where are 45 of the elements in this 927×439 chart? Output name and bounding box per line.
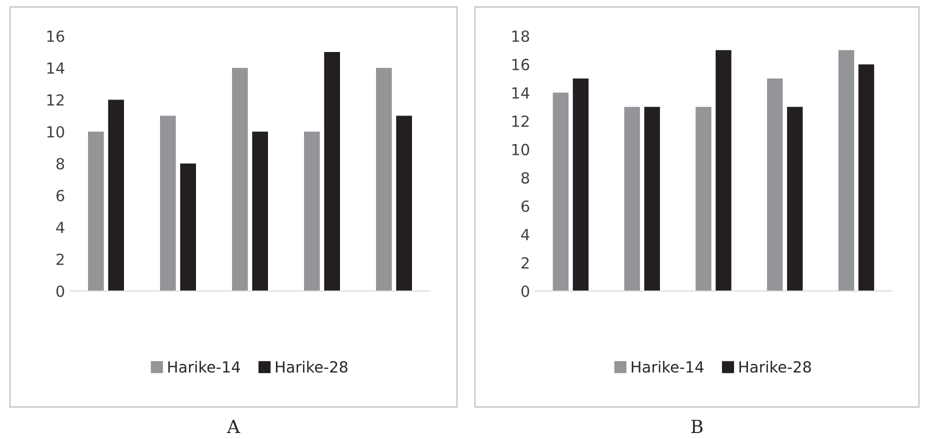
y-tick-label: 8 xyxy=(521,172,530,184)
x-axis-title: B xyxy=(691,420,703,433)
legend-label: Harike-28 xyxy=(739,360,811,373)
x-axis-title: A xyxy=(226,420,240,433)
legend-label: Harike-28 xyxy=(276,360,348,373)
bar xyxy=(324,52,340,291)
y-tick-label: 12 xyxy=(512,115,529,127)
y-tick-label: 2 xyxy=(522,257,529,268)
y-tick-label: 4 xyxy=(521,229,530,240)
bar xyxy=(787,106,803,291)
y-tick-label: 14 xyxy=(512,87,530,98)
bar xyxy=(160,116,176,291)
y-tick-label: 0 xyxy=(56,285,64,298)
bar xyxy=(716,50,732,291)
bar xyxy=(108,100,124,291)
bar xyxy=(304,132,320,291)
bar xyxy=(396,116,412,291)
y-tick-label: 4 xyxy=(56,222,64,234)
y-tick-label: 0 xyxy=(521,285,530,298)
bar xyxy=(376,68,392,291)
bar xyxy=(252,132,268,291)
y-tick-label: 6 xyxy=(56,190,64,202)
bar xyxy=(858,64,874,291)
bar xyxy=(624,106,640,291)
y-tick-label: 16 xyxy=(512,58,530,70)
legend-label: Harike-14 xyxy=(168,360,240,373)
bar xyxy=(88,132,104,291)
legend-label: Harike-14 xyxy=(632,360,704,373)
y-tick-label: 10 xyxy=(47,126,64,138)
bar xyxy=(180,164,196,291)
y-tick-label: 8 xyxy=(56,158,64,170)
y-tick-label: 16 xyxy=(47,30,64,42)
bar xyxy=(644,106,660,291)
bar xyxy=(838,50,854,291)
y-tick-label: 14 xyxy=(47,62,64,74)
bar xyxy=(232,68,248,291)
y-tick-label: 18 xyxy=(512,30,530,42)
y-tick-label: 6 xyxy=(521,200,530,212)
bar xyxy=(572,78,589,291)
y-tick-label: 12 xyxy=(47,94,64,106)
bar xyxy=(767,78,783,291)
bar xyxy=(696,106,712,291)
y-tick-label: 10 xyxy=(512,144,530,156)
y-tick-label: 2 xyxy=(56,254,64,265)
bar xyxy=(552,92,569,291)
